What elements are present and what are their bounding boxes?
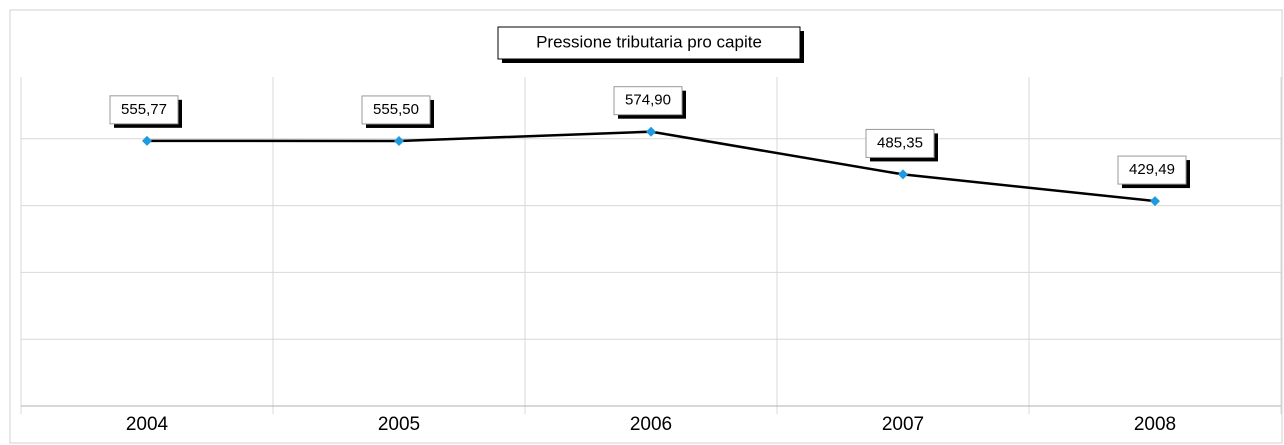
data-label: 429,49: [1129, 161, 1175, 178]
data-label: 555,50: [373, 101, 419, 118]
marker: [1150, 196, 1160, 207]
label-frame: [613, 86, 683, 116]
label-frame: [1117, 155, 1187, 185]
data-label: 574,90: [625, 92, 671, 109]
x-tick-label: 2006: [630, 414, 672, 435]
marker: [394, 135, 404, 146]
marker: [646, 126, 656, 137]
label-frame: [865, 128, 935, 158]
marker: [898, 169, 908, 180]
x-tick-label: 2008: [1134, 414, 1176, 435]
label-frame: [361, 95, 431, 125]
chart-title: Pressione tributaria pro capite: [536, 32, 762, 51]
x-tick-label: 2005: [378, 414, 420, 435]
marker: [142, 135, 152, 146]
label-frame: [109, 95, 179, 125]
x-tick-label: 2007: [882, 414, 924, 435]
title-frame: [497, 26, 801, 60]
chart-border: [9, 9, 1283, 444]
x-tick-label: 2004: [126, 414, 169, 435]
data-label: 555,77: [121, 101, 167, 118]
data-label: 485,35: [877, 134, 923, 151]
title-box: Pressione tributaria pro capite: [497, 26, 804, 63]
